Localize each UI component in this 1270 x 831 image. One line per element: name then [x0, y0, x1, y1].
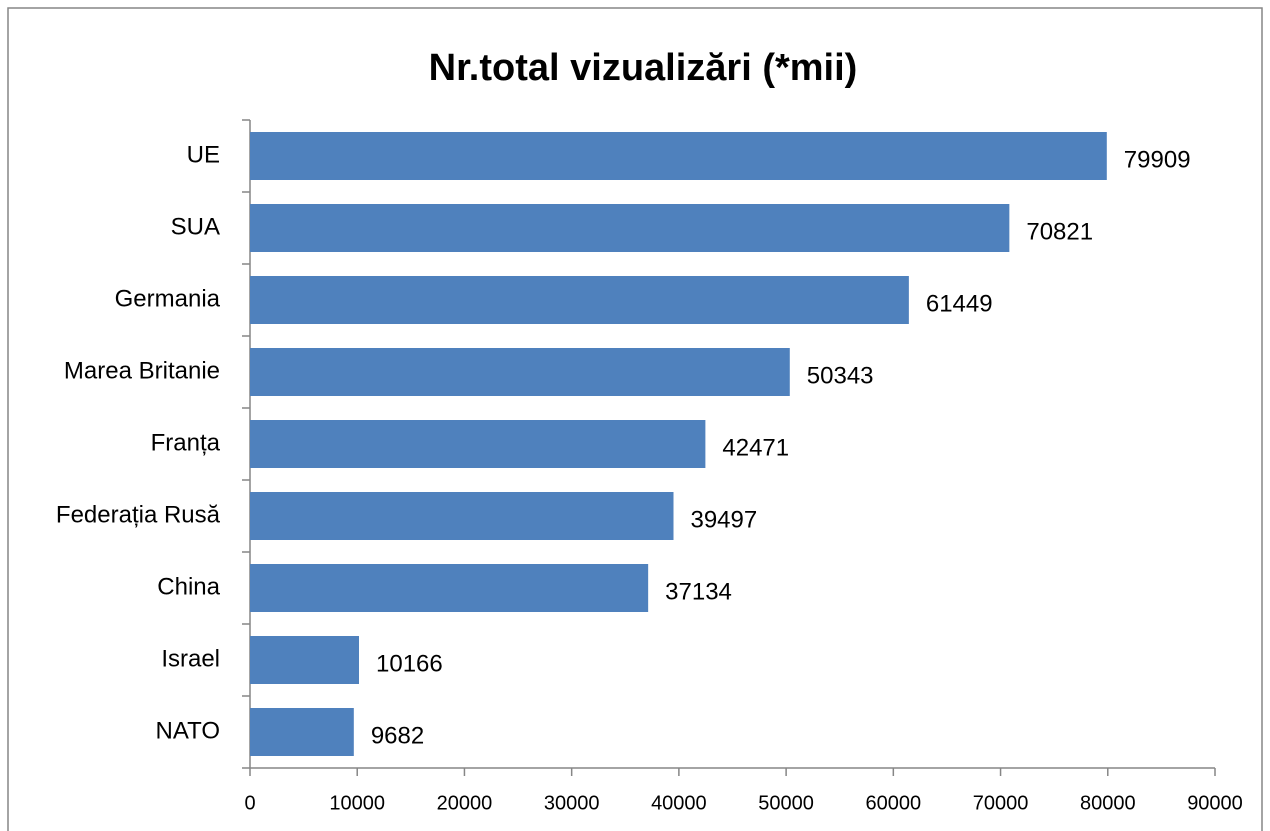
value-label: 70821	[1026, 218, 1093, 245]
x-tick-label: 60000	[866, 792, 922, 814]
y-tick-label: China	[157, 573, 220, 600]
y-tick-label: SUA	[171, 213, 220, 240]
y-tick-label: Federația Rusă	[56, 501, 221, 528]
bar	[250, 276, 909, 324]
bar	[250, 708, 354, 756]
bar	[250, 348, 790, 396]
y-tick-label: Germania	[115, 285, 221, 312]
x-tick-label: 70000	[973, 792, 1029, 814]
x-tick-label: 30000	[544, 792, 600, 814]
x-tick-label: 10000	[329, 792, 385, 814]
bar	[250, 420, 706, 468]
chart-frame	[7, 7, 1263, 831]
bar	[250, 132, 1107, 180]
value-label: 79909	[1124, 146, 1191, 173]
value-label: 9682	[371, 722, 424, 749]
x-tick-label: 0	[244, 792, 255, 814]
value-label: 37134	[665, 578, 732, 605]
x-tick-label: 90000	[1187, 792, 1243, 814]
y-tick-label: Franța	[151, 429, 221, 456]
y-tick-label: UE	[187, 141, 220, 168]
value-label: 39497	[690, 506, 757, 533]
x-tick-label: 50000	[758, 792, 814, 814]
bar	[250, 564, 649, 612]
x-tick-label: 40000	[651, 792, 707, 814]
y-tick-label: Marea Britanie	[64, 357, 220, 384]
y-tick-label: NATO	[156, 717, 220, 744]
value-label: 42471	[722, 434, 789, 461]
chart-title: Nr.total vizualizări (*mii)	[429, 47, 858, 89]
value-label: 10166	[376, 650, 443, 677]
x-tick-label: 20000	[437, 792, 493, 814]
value-label: 61449	[926, 290, 993, 317]
bar	[250, 492, 674, 540]
bar	[250, 204, 1010, 252]
x-tick-label: 80000	[1080, 792, 1136, 814]
value-label: 50343	[807, 362, 874, 389]
y-tick-label: Israel	[161, 645, 220, 672]
bar	[250, 636, 360, 684]
